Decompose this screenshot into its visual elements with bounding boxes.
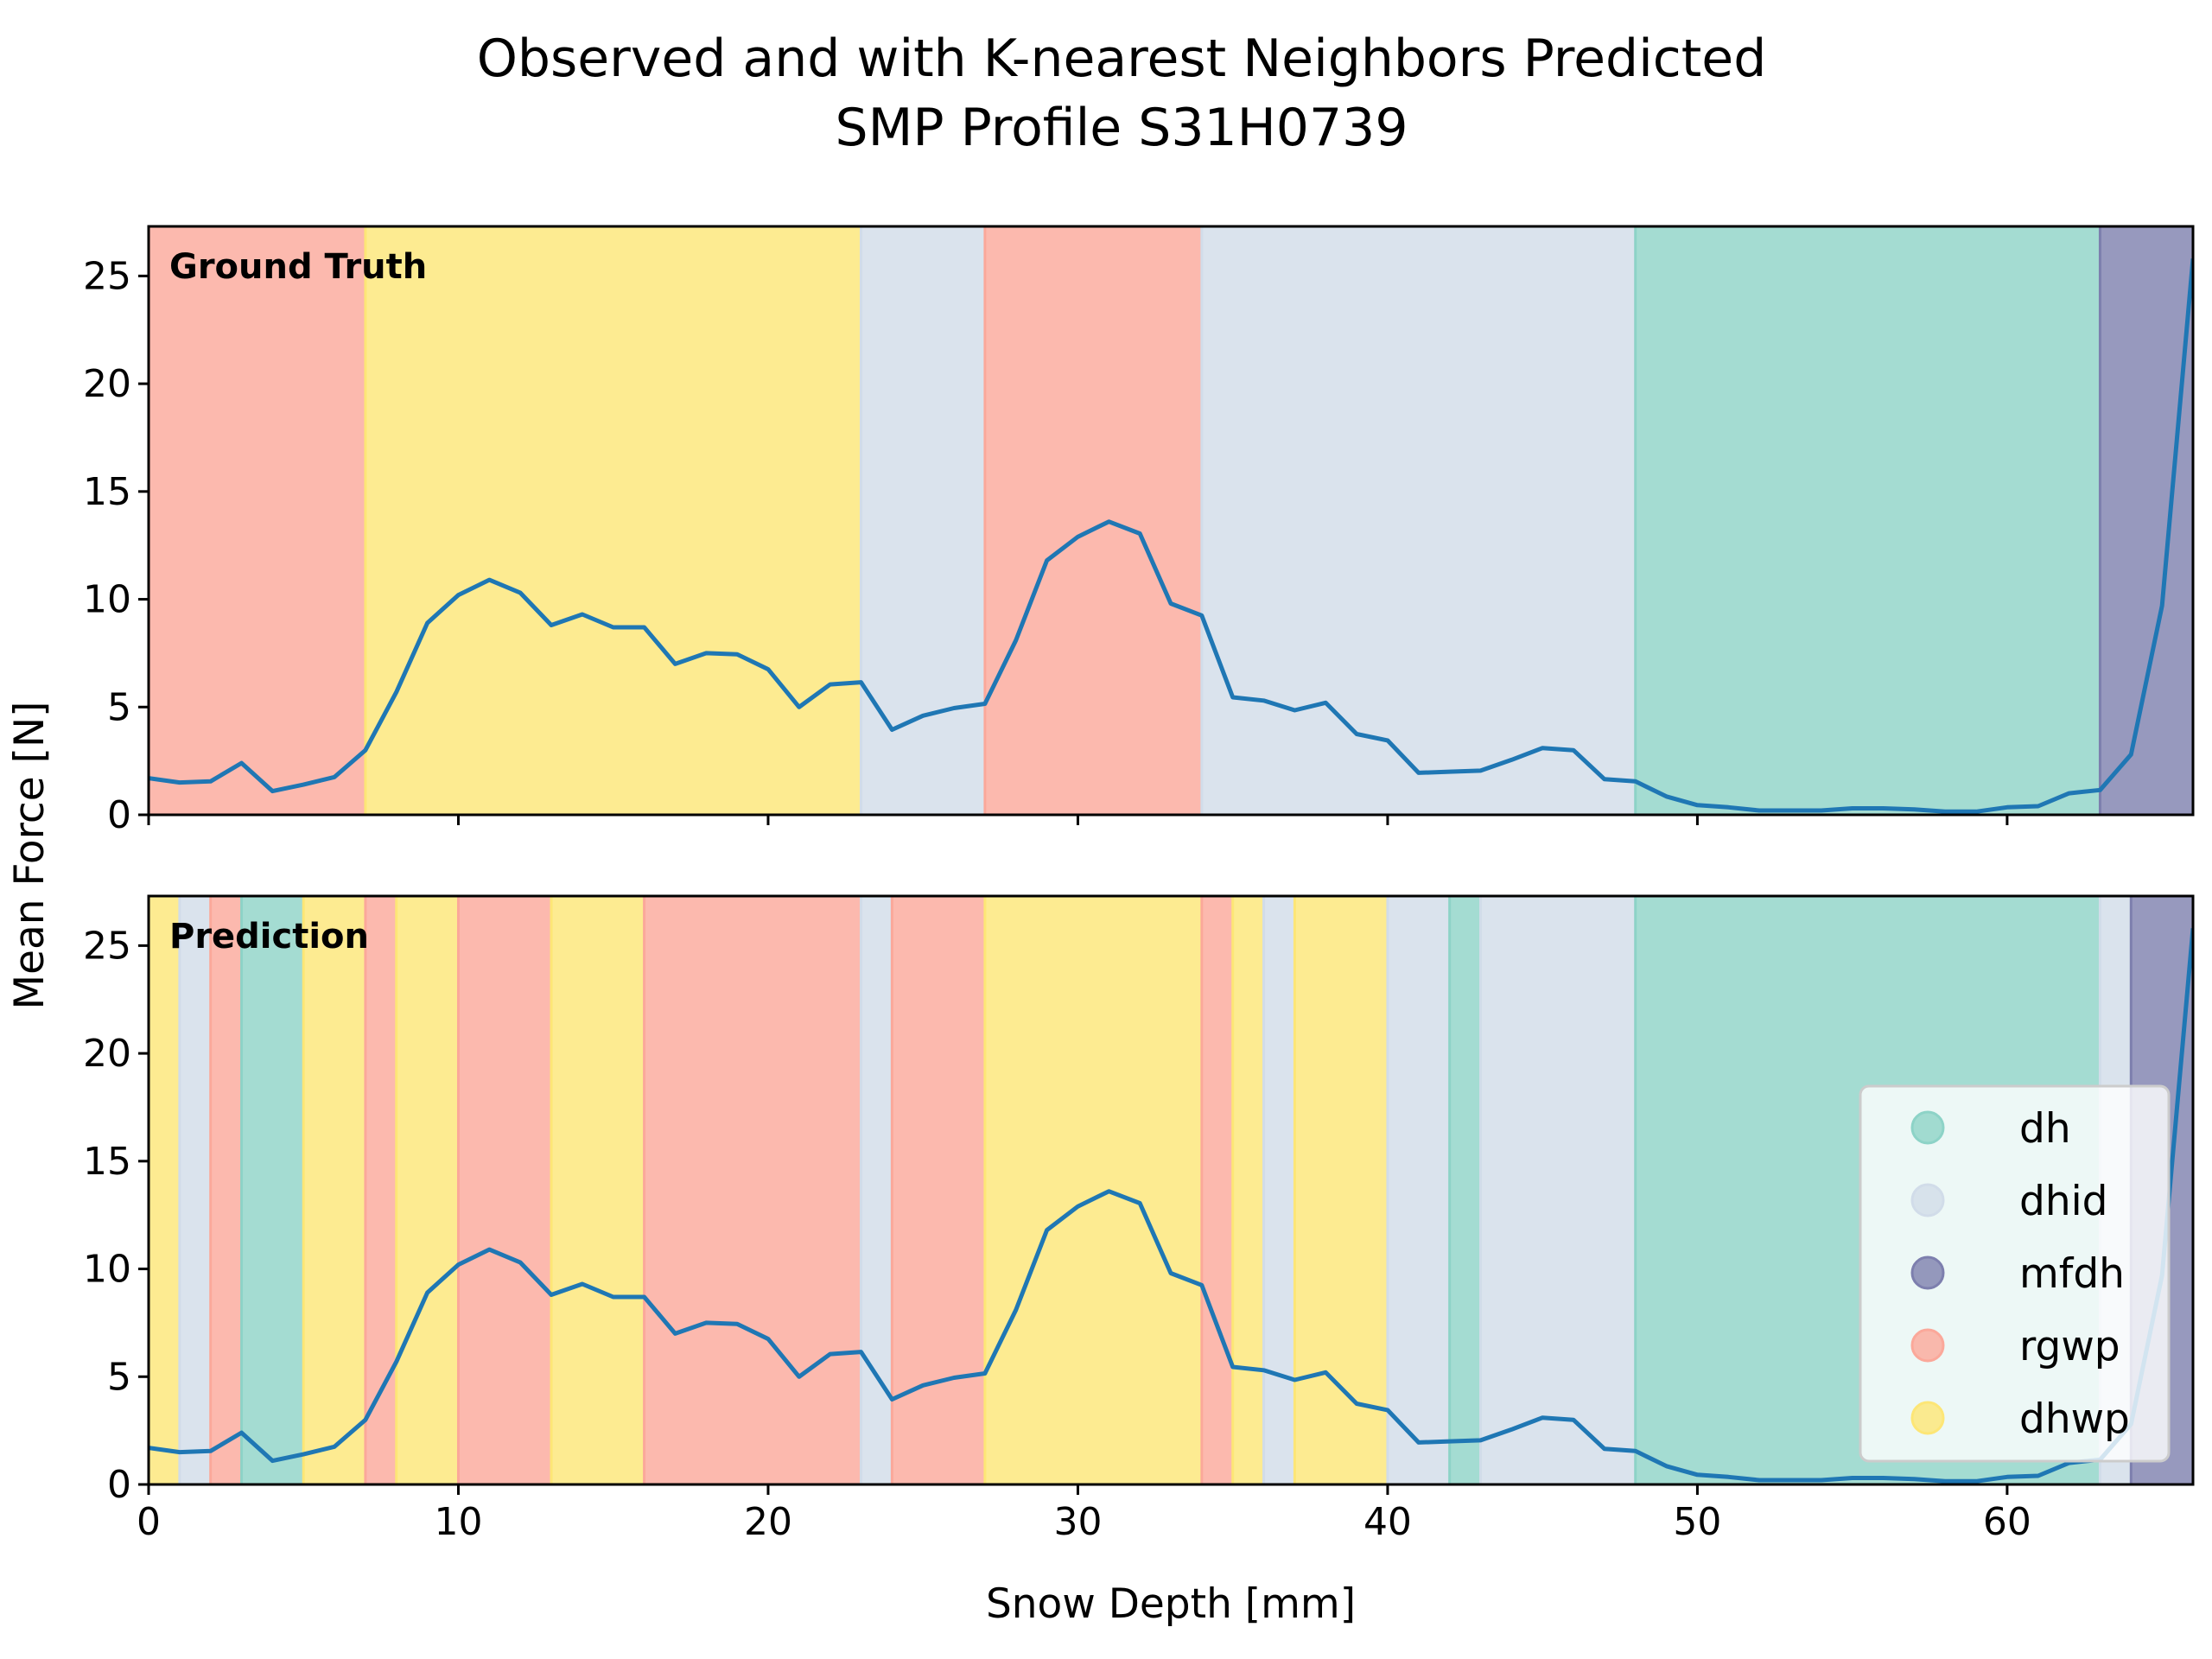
ground-truth-band-mfdh bbox=[2100, 226, 2193, 815]
legend-label-dhwp: dhwp bbox=[2019, 1395, 2130, 1443]
y-tick-label: 25 bbox=[83, 924, 131, 968]
chart-title-line-1: Observed and with K-nearest Neighbors Pr… bbox=[477, 29, 1767, 89]
x-tick-label: 10 bbox=[434, 1500, 482, 1544]
x-tick-label: 50 bbox=[1673, 1500, 1721, 1544]
prediction-band-dhwp bbox=[396, 896, 459, 1484]
y-tick-label: 20 bbox=[83, 1032, 131, 1076]
legend-label-dh: dh bbox=[2019, 1105, 2071, 1153]
ground-truth-band-rgwp bbox=[149, 226, 365, 815]
prediction-band-dhid bbox=[1480, 896, 1636, 1484]
prediction-band-dhid bbox=[861, 896, 893, 1484]
y-tick-label: 10 bbox=[83, 1248, 131, 1292]
ground-truth-axes-frame bbox=[147, 225, 2195, 817]
prediction-band-dhwp bbox=[1232, 896, 1264, 1484]
ground-truth-band-dhid bbox=[1201, 226, 1636, 815]
ground-truth-band-rgwp bbox=[984, 226, 1202, 815]
prediction-band-dhwp bbox=[1294, 896, 1388, 1484]
y-tick-label: 15 bbox=[83, 470, 131, 514]
prediction-force-line bbox=[149, 928, 2193, 1484]
legend-label-mfdh: mfdh bbox=[2019, 1250, 2125, 1298]
legend-label-rgwp: rgwp bbox=[2019, 1323, 2120, 1370]
ground-truth-label: Ground Truth bbox=[169, 247, 427, 287]
y-axis-label: Mean Force [N] bbox=[6, 702, 54, 1010]
legend-marker-mfdh bbox=[1910, 1255, 1945, 1290]
prediction-band-rgwp bbox=[210, 896, 242, 1484]
y-tick-label: 0 bbox=[107, 793, 131, 837]
legend: dh dhid mfdh rgwp dhwp bbox=[1859, 1084, 2171, 1463]
prediction-band-dhwp bbox=[551, 896, 645, 1484]
x-axis-label: Snow Depth [mm] bbox=[986, 1580, 1356, 1628]
x-tick-label: 60 bbox=[1983, 1500, 2031, 1544]
ground-truth-band-dhid bbox=[861, 226, 985, 815]
y-tick-label: 20 bbox=[83, 362, 131, 406]
chart-title-line-2: SMP Profile S31H0739 bbox=[836, 98, 1408, 158]
ground-truth-band-dhwp bbox=[365, 226, 861, 815]
prediction-axes-frame bbox=[147, 894, 2195, 1486]
x-tick-label: 20 bbox=[744, 1500, 792, 1544]
prediction-band-rgwp bbox=[644, 896, 861, 1484]
prediction-band-dhwp bbox=[149, 896, 180, 1484]
prediction-band-dh bbox=[1449, 896, 1481, 1484]
prediction-band-rgwp bbox=[892, 896, 985, 1484]
y-tick-label: 5 bbox=[107, 685, 131, 729]
y-tick-label: 10 bbox=[83, 578, 131, 622]
legend-box bbox=[1859, 1084, 2171, 1463]
prediction-label: Prediction bbox=[169, 917, 369, 957]
x-tick-label: 0 bbox=[137, 1500, 161, 1544]
legend-marker-dhwp bbox=[1910, 1401, 1945, 1435]
legend-label-dhid: dhid bbox=[2019, 1178, 2108, 1225]
ground-truth-force-line bbox=[149, 258, 2193, 814]
y-tick-label: 15 bbox=[83, 1140, 131, 1184]
prediction-band-dh bbox=[241, 896, 304, 1484]
prediction-band-dhwp bbox=[984, 896, 1202, 1484]
legend-marker-dh bbox=[1910, 1110, 1945, 1145]
legend-marker-rgwp bbox=[1910, 1328, 1945, 1363]
prediction-band-rgwp bbox=[365, 896, 397, 1484]
prediction-band-dhid bbox=[1387, 896, 1450, 1484]
y-tick-label: 5 bbox=[107, 1355, 131, 1399]
prediction-band-rgwp bbox=[1201, 896, 1233, 1484]
ground-truth-band-dh bbox=[1635, 226, 2101, 815]
y-tick-label: 0 bbox=[107, 1463, 131, 1507]
prediction-band-dhid bbox=[1263, 896, 1295, 1484]
ground-truth-panel: 0 5 10 15 20 25 Ground Truth bbox=[83, 225, 2195, 837]
legend-marker-dhid bbox=[1910, 1183, 1945, 1217]
prediction-panel: 0 5 10 15 20 25 0 10 20 30 40 50 60 Prediction bbox=[83, 894, 2195, 1544]
prediction-band-dhwp bbox=[303, 896, 365, 1484]
x-tick-label: 30 bbox=[1053, 1500, 1102, 1544]
x-tick-label: 40 bbox=[1363, 1500, 1412, 1544]
prediction-band-dhid bbox=[179, 896, 211, 1484]
y-tick-label: 25 bbox=[83, 254, 131, 298]
prediction-band-rgwp bbox=[458, 896, 552, 1484]
